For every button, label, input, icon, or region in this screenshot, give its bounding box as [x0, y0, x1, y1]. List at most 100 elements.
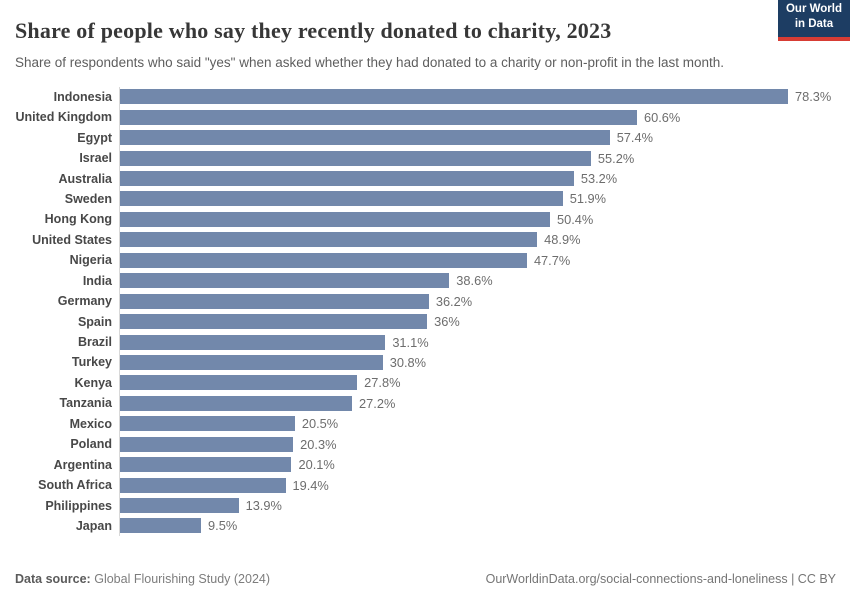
chart-subtitle: Share of respondents who said "yes" when… — [15, 55, 725, 70]
chart-row: Sweden 51.9% — [15, 188, 835, 210]
chart-row: United States 48.9% — [15, 229, 835, 251]
chart-row: Australia 53.2% — [15, 168, 835, 189]
category-label: India — [82, 273, 112, 288]
chart-row: Philippines 13.9% — [15, 495, 835, 516]
bar-area: 51.9% — [119, 188, 788, 210]
bar — [120, 211, 550, 227]
bar — [120, 89, 788, 105]
chart-row: Israel 55.2% — [15, 147, 835, 169]
value-label: 78.3% — [795, 89, 832, 105]
bar — [120, 273, 450, 289]
bar-area: 27.2% — [119, 393, 788, 414]
bar — [120, 436, 294, 452]
chart-row: Brazil 31.1% — [15, 331, 835, 353]
value-label: 9.5% — [208, 518, 238, 534]
category-label: Tanzania — [59, 396, 112, 411]
category-label: Australia — [58, 171, 113, 186]
bar-area: 50.4% — [119, 209, 788, 230]
bar — [120, 191, 563, 207]
chart-row: Turkey 30.8% — [15, 352, 835, 373]
category-label: Philippines — [45, 498, 112, 513]
bar — [120, 498, 239, 514]
value-label: 13.9% — [245, 498, 282, 514]
chart-row: Mexico 20.5% — [15, 413, 835, 434]
bar — [120, 395, 353, 411]
bar — [120, 109, 637, 125]
value-label: 53.2% — [580, 171, 618, 187]
bar-area: 36% — [119, 311, 788, 332]
category-label: Nigeria — [69, 253, 112, 268]
value-label: 36.2% — [435, 293, 473, 309]
chart-footer: Data source: Global Flourishing Study (2… — [15, 572, 836, 586]
bar-area: 20.1% — [119, 454, 788, 475]
value-label: 27.8% — [364, 375, 401, 391]
bar — [120, 334, 386, 350]
bar — [120, 354, 383, 370]
chart-rows: Indonesia 78.3% United Kingdom 60.6% Egypt 57… — [15, 86, 835, 537]
bar-chart: Indonesia 78.3% United Kingdom 60.6% Egypt 57… — [15, 86, 835, 537]
bar-area: 31.1% — [119, 331, 788, 353]
value-label: 60.6% — [643, 109, 681, 125]
bar-area: 20.3% — [119, 434, 788, 455]
chart-row: Egypt 57.4% — [15, 127, 835, 148]
owid-logo-line1: Our World — [785, 3, 842, 15]
bar-area: 27.8% — [119, 372, 788, 394]
bar — [120, 150, 591, 166]
value-label: 20.5% — [301, 416, 339, 432]
category-label: Indonesia — [53, 89, 112, 104]
category-label: Sweden — [64, 191, 112, 206]
category-label: South Africa — [38, 478, 112, 493]
bar-area: 60.6% — [119, 107, 788, 128]
chart-row: Hong Kong 50.4% — [15, 209, 835, 230]
value-label: 47.7% — [533, 252, 571, 268]
value-label: 38.6% — [456, 273, 493, 289]
chart-row: Spain 36% — [15, 311, 835, 332]
bar-area: 19.4% — [119, 474, 788, 496]
data-source-label: Data source: — [15, 572, 91, 586]
category-label: Hong Kong — [44, 212, 112, 227]
category-label: Brazil — [77, 335, 112, 350]
data-source: Data source: Global Flourishing Study (2… — [15, 572, 270, 586]
chart-row: United Kingdom 60.6% — [15, 107, 835, 128]
value-label: 36% — [434, 314, 460, 330]
chart-row: Germany 36.2% — [15, 290, 835, 312]
chart-row: Nigeria 47.7% — [15, 250, 835, 271]
bar — [120, 171, 574, 187]
owid-logo-line2: in Data — [794, 17, 834, 30]
bar-area: 20.5% — [119, 413, 788, 434]
bar — [120, 130, 610, 146]
bar — [120, 518, 202, 534]
value-label: 27.2% — [359, 395, 396, 411]
bar — [120, 457, 292, 473]
value-label: 30.8% — [389, 354, 427, 370]
category-label: Japan — [75, 518, 112, 533]
bar — [120, 375, 358, 391]
bar-area: 53.2% — [119, 168, 788, 189]
category-label: Mexico — [69, 416, 112, 431]
value-label: 51.9% — [569, 191, 607, 207]
value-label: 20.1% — [298, 457, 335, 473]
category-label: Israel — [79, 151, 112, 166]
chart-header: Share of people who say they recently do… — [15, 18, 835, 73]
page-title: Share of people who say they recently do… — [15, 18, 612, 43]
value-label: 19.4% — [292, 477, 329, 493]
bar-area: 38.6% — [119, 270, 788, 291]
bar — [120, 416, 295, 432]
chart-row: Indonesia 78.3% — [15, 86, 835, 107]
chart-row: India 38.6% — [15, 270, 835, 291]
category-label: United Kingdom — [15, 110, 112, 125]
value-label: 55.2% — [597, 150, 635, 166]
bar-area: 48.9% — [119, 229, 788, 251]
chart-row: South Africa 19.4% — [15, 474, 835, 496]
bar-area: 36.2% — [119, 290, 788, 312]
bar-area: 13.9% — [119, 495, 788, 516]
value-label: 20.3% — [300, 436, 337, 452]
category-label: Germany — [57, 294, 112, 309]
chart-row: Tanzania 27.2% — [15, 393, 835, 414]
category-label: Argentina — [53, 457, 112, 472]
value-label: 48.9% — [544, 232, 581, 248]
data-source-value: Global Flourishing Study (2024) — [94, 572, 271, 586]
footer-link[interactable]: OurWorldinData.org/social-connections-an… — [485, 572, 836, 586]
bar-area: 9.5% — [119, 515, 788, 537]
